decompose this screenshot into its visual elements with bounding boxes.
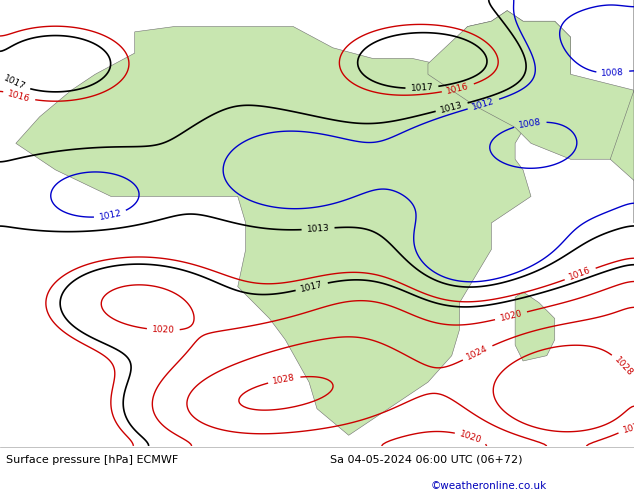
Text: Surface pressure [hPa] ECMWF: Surface pressure [hPa] ECMWF bbox=[6, 455, 179, 465]
Text: 1020: 1020 bbox=[458, 429, 483, 445]
Text: 1017: 1017 bbox=[410, 83, 434, 93]
Text: 1020: 1020 bbox=[499, 309, 523, 323]
Text: 1008: 1008 bbox=[518, 117, 542, 130]
Polygon shape bbox=[16, 11, 571, 435]
Text: 1016: 1016 bbox=[568, 266, 593, 282]
Text: 1024: 1024 bbox=[465, 344, 489, 362]
Text: 1008: 1008 bbox=[601, 68, 624, 78]
Text: ©weatheronline.co.uk: ©weatheronline.co.uk bbox=[431, 481, 547, 490]
Text: 1012: 1012 bbox=[98, 209, 122, 222]
Text: Sa 04-05-2024 06:00 UTC (06+72): Sa 04-05-2024 06:00 UTC (06+72) bbox=[330, 455, 522, 465]
Text: 1017: 1017 bbox=[299, 280, 324, 294]
Text: 1012: 1012 bbox=[471, 97, 496, 112]
Text: 1028: 1028 bbox=[272, 373, 296, 386]
Polygon shape bbox=[611, 0, 634, 223]
Text: 1016: 1016 bbox=[7, 89, 31, 104]
Text: 1024: 1024 bbox=[622, 420, 634, 435]
Polygon shape bbox=[428, 11, 634, 159]
Text: 1017: 1017 bbox=[3, 74, 27, 92]
Text: 1020: 1020 bbox=[152, 325, 175, 335]
Text: 1013: 1013 bbox=[306, 223, 330, 234]
Text: 1013: 1013 bbox=[439, 100, 464, 115]
Text: 1016: 1016 bbox=[446, 81, 470, 96]
Text: 1028: 1028 bbox=[612, 355, 634, 378]
Polygon shape bbox=[515, 292, 555, 361]
